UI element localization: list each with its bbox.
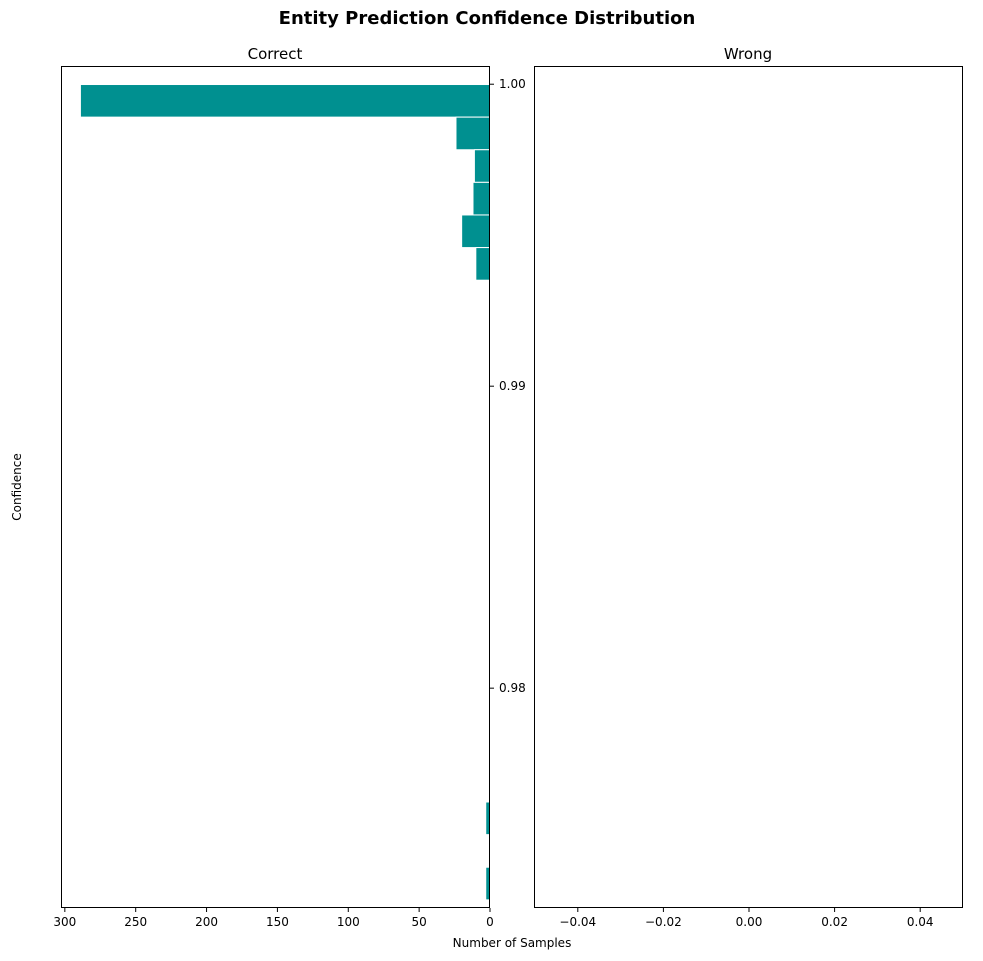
x-tick-label-correct-2: 200 (195, 915, 218, 929)
chart-title: Entity Prediction Confidence Distributio… (279, 8, 696, 29)
x-tick-label-correct-4: 100 (337, 915, 360, 929)
panel-title-wrong: Wrong (724, 45, 772, 63)
x-axis-correct: 300 250 200 150 100 50 0 (53, 908, 494, 929)
bars-correct (79, 84, 491, 901)
bar-correct-0 (79, 84, 491, 118)
x-tick-label-correct-1: 250 (124, 915, 147, 929)
y-tick-label-0: 1.00 (499, 77, 526, 91)
x-tick-label-wrong-4: 0.04 (907, 915, 934, 929)
bar-correct-2 (473, 149, 491, 183)
y-tick-label-1: 0.99 (499, 379, 526, 393)
x-tick-label-wrong-2: 0.00 (736, 915, 763, 929)
y-axis: 1.00 0.99 0.98 (490, 77, 526, 695)
y-tick-label-2: 0.98 (499, 681, 526, 695)
bar-correct-1 (455, 116, 491, 151)
plot-frame-correct (61, 66, 490, 908)
plot-frame-wrong (534, 66, 963, 908)
x-tick-label-correct-3: 150 (266, 915, 289, 929)
x-tick-label-wrong-0: −0.04 (559, 915, 596, 929)
bar-correct-5 (475, 247, 491, 281)
bar-correct-4 (461, 214, 491, 249)
x-tick-label-correct-6: 0 (486, 915, 494, 929)
bar-correct-3 (472, 181, 491, 216)
x-axis-label: Number of Samples (453, 936, 572, 950)
panel-title-correct: Correct (248, 45, 303, 63)
x-axis-wrong: −0.04 −0.02 0.00 0.02 0.04 (559, 908, 934, 929)
y-axis-label: Confidence (10, 453, 24, 520)
x-tick-label-correct-5: 50 (411, 915, 426, 929)
x-tick-label-wrong-3: 0.02 (821, 915, 848, 929)
x-tick-label-correct-0: 300 (53, 915, 76, 929)
x-tick-label-wrong-1: −0.02 (645, 915, 682, 929)
